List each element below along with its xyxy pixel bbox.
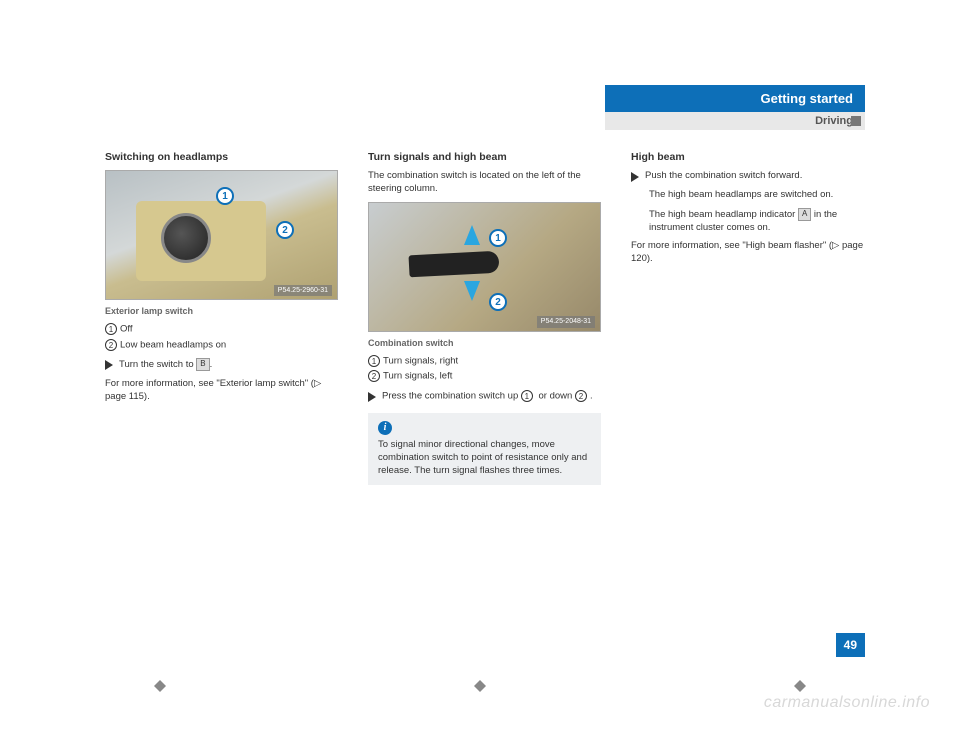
legend-1-num: 1: [105, 323, 117, 335]
highbeam-icon: A: [798, 208, 811, 221]
callout-1: 1: [489, 229, 507, 247]
legend-2: 2Low beam headlamps on: [105, 339, 338, 352]
column-headlamps: Switching on headlamps 1 2 P54.25-2960-3…: [105, 150, 338, 485]
column-high-beam: High beam Push the combination switch fo…: [631, 150, 864, 485]
crop-marks: [0, 680, 960, 692]
legend-2-num: 2: [368, 370, 380, 382]
col2-step: Press the combination switch up 1 or dow…: [368, 390, 601, 403]
legend-2-text: Turn signals, left: [383, 371, 452, 382]
legend-2-text: Low beam headlamps on: [120, 339, 226, 350]
bullet-icon: [105, 360, 113, 370]
header-subsection: Driving: [605, 112, 865, 130]
arrow-up-icon: [464, 225, 480, 245]
col3-line2: The high beam headlamp indicator A in th…: [649, 208, 864, 235]
bullet-icon: [368, 392, 376, 402]
inline-num-2: 2: [575, 390, 587, 402]
headlamp-icon: B: [196, 358, 209, 371]
page-header: Getting started Driving: [605, 85, 865, 130]
info-box: i To signal minor directional changes, m…: [368, 413, 601, 485]
page-content: Switching on headlamps 1 2 P54.25-2960-3…: [105, 150, 865, 485]
figure-partno: P54.25-2960-31: [274, 285, 332, 296]
mark-icon: [794, 680, 806, 692]
step-text: Turn the switch to B.: [119, 358, 212, 372]
col3-step: Push the combination switch forward.: [631, 170, 864, 183]
mark-icon: [474, 680, 486, 692]
rotary-knob: [161, 213, 211, 263]
col2-title: Turn signals and high beam: [368, 150, 601, 164]
inline-num-1: 1: [521, 390, 533, 402]
page-number: 49: [836, 633, 865, 657]
legend-1-num: 1: [368, 355, 380, 367]
knob-plate: [136, 201, 266, 281]
info-text: To signal minor directional changes, mov…: [378, 439, 591, 477]
info-icon: i: [378, 421, 392, 435]
legend-1: 1Off: [105, 323, 338, 336]
legend-1-text: Turn signals, right: [383, 355, 458, 366]
col2-intro: The combination switch is located on the…: [368, 170, 601, 196]
col1-title: Switching on headlamps: [105, 150, 338, 164]
callout-2: 2: [276, 221, 294, 239]
col1-figcaption: Exterior lamp switch: [105, 305, 338, 317]
column-turn-signals: Turn signals and high beam The combinati…: [368, 150, 601, 485]
col2-figcaption: Combination switch: [368, 337, 601, 349]
arrow-down-icon: [464, 281, 480, 301]
legend-2-num: 2: [105, 339, 117, 351]
stalk-lever: [408, 250, 499, 277]
legend-1-text: Off: [120, 324, 133, 335]
header-section: Getting started: [605, 85, 865, 112]
figure-combination-switch: 1 2 P54.25-2048-31: [368, 202, 601, 332]
legend-1: 1Turn signals, right: [368, 355, 601, 368]
callout-2: 2: [489, 293, 507, 311]
col1-step: Turn the switch to B.: [105, 358, 338, 372]
bullet-icon: [631, 172, 639, 182]
col1-footnote: For more information, see "Exterior lamp…: [105, 378, 338, 404]
mark-icon: [154, 680, 166, 692]
col3-footnote: For more information, see "High beam fla…: [631, 240, 864, 266]
step-text: Push the combination switch forward.: [645, 170, 802, 183]
figure-lamp-switch: 1 2 P54.25-2960-31: [105, 170, 338, 300]
figure-partno: P54.25-2048-31: [537, 316, 595, 327]
col3-line1: The high beam headlamps are switched on.: [649, 189, 864, 202]
col3-title: High beam: [631, 150, 864, 164]
watermark: carmanualsonline.info: [764, 694, 930, 712]
step-text: Press the combination switch up 1 or dow…: [382, 390, 593, 403]
legend-2: 2Turn signals, left: [368, 370, 601, 383]
